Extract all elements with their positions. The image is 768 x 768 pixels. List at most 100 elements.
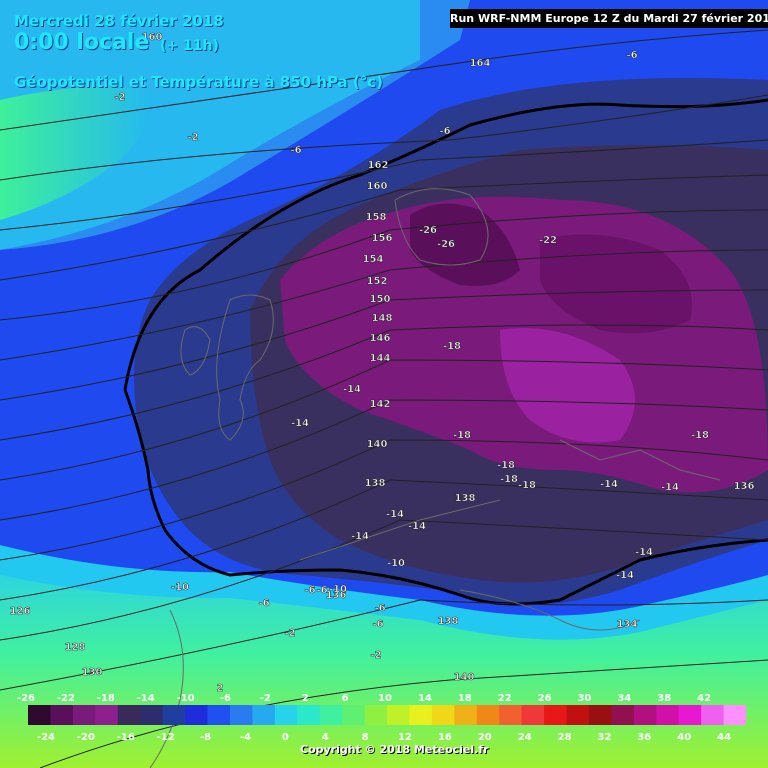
temperature-label: -14 — [600, 479, 618, 490]
legend-label: 0 — [282, 732, 289, 743]
temperature-label: -10 — [387, 558, 405, 569]
legend-color-swatch — [387, 705, 410, 725]
temperature-label: -6 — [258, 598, 269, 609]
temperature-label: -14 — [351, 531, 369, 542]
legend-label: -20 — [77, 732, 95, 743]
temperature-label: -6 — [372, 619, 383, 630]
legend-color-swatch — [476, 705, 500, 725]
isobar-label: 140 — [454, 672, 475, 683]
legend-label: 8 — [362, 732, 369, 743]
legend-label: 10 — [378, 693, 392, 704]
isobar-label: 160 — [367, 181, 388, 192]
isobar-label: 146 — [370, 333, 391, 344]
legend-label: -16 — [117, 732, 135, 743]
isobar-label: 158 — [366, 212, 387, 223]
isobar-label: 130 — [82, 667, 103, 678]
isobar-label: 140 — [367, 439, 388, 450]
temperature-label: -18 — [691, 430, 709, 441]
cyan-band — [0, 0, 470, 250]
isobar-label: 162 — [368, 160, 389, 171]
legend-label: -24 — [37, 732, 55, 743]
temperature-label: -10 — [171, 582, 189, 593]
legend-color-swatch — [633, 705, 657, 725]
isobar-label: 148 — [372, 313, 393, 324]
isobar-label: 156 — [372, 233, 393, 244]
legend-label: 30 — [577, 693, 591, 704]
temperature-label: -26 — [419, 225, 437, 236]
legend-label: -22 — [57, 693, 75, 704]
legend-color-swatch — [319, 705, 343, 725]
legend-color-swatch — [297, 705, 321, 725]
nw-green-zone — [0, 86, 152, 221]
legend-label: 28 — [558, 732, 572, 743]
temperature-label: -6 — [304, 585, 315, 596]
color-scale-legend — [28, 705, 746, 725]
legend-label: -14 — [137, 693, 155, 704]
legend-label: 26 — [538, 693, 552, 704]
isobar-label: 138 — [438, 616, 459, 627]
isobar-label: 144 — [370, 353, 391, 364]
isobar-label: 136 — [734, 481, 755, 492]
legend-label: 22 — [498, 693, 512, 704]
temperature-label: -6 — [439, 126, 450, 137]
legend-label: -6 — [220, 693, 231, 704]
legend-color-swatch — [274, 705, 298, 725]
legend-color-swatch — [95, 705, 119, 725]
forecast-time: 0:00 locale — [14, 30, 150, 55]
temperature-label: -14 — [386, 509, 404, 520]
legend-color-swatch — [364, 705, 388, 725]
legend-label: 24 — [518, 732, 532, 743]
temperature-label: -14 — [661, 482, 679, 493]
temperature-label: -18 — [443, 341, 461, 352]
legend-color-swatch — [723, 705, 746, 725]
legend-color-swatch — [544, 705, 567, 725]
legend-color-swatch — [409, 705, 433, 725]
isobar-label: 150 — [370, 294, 391, 305]
legend-color-swatch — [701, 705, 725, 725]
legend-label: -4 — [240, 732, 251, 743]
temperature-label: -2 — [114, 92, 125, 103]
temperature-label: -14 — [616, 570, 634, 581]
legend-label: -12 — [157, 732, 175, 743]
legend-label: 4 — [322, 732, 329, 743]
legend-label: 16 — [438, 732, 452, 743]
coastlines — [149, 188, 721, 768]
temperature-label: -6 — [374, 603, 385, 614]
isobar-label: 126 — [10, 606, 31, 617]
temperature-label: -6 — [626, 50, 637, 61]
isobar-label: 160 — [142, 32, 163, 43]
forecast-lead-time: (+ 11h) — [160, 38, 219, 54]
temperature-label: -10 — [329, 584, 347, 595]
legend-label: 36 — [637, 732, 651, 743]
legend-color-swatch — [162, 705, 186, 725]
forecast-date: Mercredi 28 février 2018 — [14, 12, 224, 30]
legend-label: 14 — [418, 693, 432, 704]
legend-label: 6 — [342, 693, 349, 704]
legend-label: 12 — [398, 732, 412, 743]
isobar-label: 164 — [470, 58, 491, 69]
legend-color-swatch — [140, 705, 164, 725]
temperature-label: -14 — [408, 521, 426, 532]
parameter-title: Géopotentiel et Température à 850 hPa (°… — [14, 73, 383, 91]
temperature-label: -14 — [635, 547, 653, 558]
legend-color-swatch — [28, 705, 51, 725]
legend-color-swatch — [454, 705, 478, 725]
magenta-patch — [500, 328, 635, 443]
legend-color-swatch — [656, 705, 680, 725]
legend-label: -8 — [200, 732, 211, 743]
legend-color-swatch — [342, 705, 366, 725]
isobar-label: 138 — [365, 478, 386, 489]
legend-color-swatch — [185, 705, 208, 725]
legend-label: 20 — [478, 732, 492, 743]
temperature-label: -2 — [284, 628, 295, 639]
legend-label: 2 — [302, 693, 309, 704]
temperature-label: -18 — [518, 480, 536, 491]
temperature-label: -22 — [539, 235, 557, 246]
temperature-label: -2 — [370, 650, 381, 661]
legend-top-labels: -26 -22 -18 -14 -10 -6 -2 2 6 10 14 18 22 26 30 34 38 42 — [17, 693, 711, 704]
isobar-label: 142 — [370, 399, 391, 410]
temperature-label: -18 — [453, 430, 471, 441]
temperature-label: -6 — [290, 145, 301, 156]
isobar-label: 154 — [363, 254, 384, 265]
